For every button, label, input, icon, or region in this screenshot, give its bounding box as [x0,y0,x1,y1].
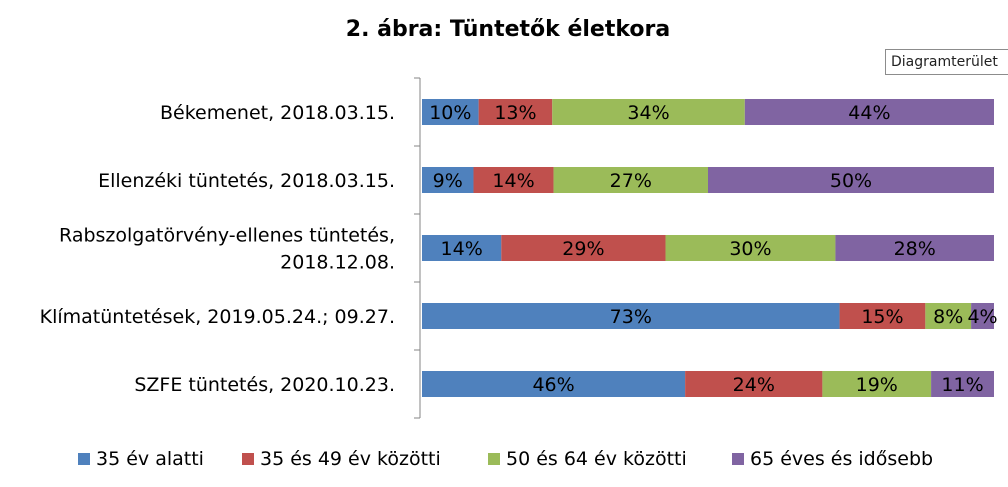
data-label: 14% [441,238,483,260]
data-label: 29% [562,238,604,260]
category-label: Ellenzéki tüntetés, 2018.03.15. [98,170,395,192]
category-label: Klímatüntetések, 2019.05.24.; 09.27. [40,306,395,328]
data-label: 8% [933,306,963,328]
legend-swatch [242,453,254,465]
bar-segment [925,303,972,329]
data-label: 30% [729,238,771,260]
data-label: 11% [941,374,983,396]
bar-segment [422,371,686,397]
data-label: 50% [830,170,872,192]
legend-label: 50 és 64 év közötti [506,448,687,470]
category-label: Rabszolgatörvény-ellenes tüntetés, 2018.1… [59,225,395,274]
data-label: 28% [894,238,936,260]
data-label: 9% [433,170,463,192]
data-label: 14% [492,170,534,192]
data-label: 19% [856,374,898,396]
legend-label: 35 és 49 év közötti [260,448,441,470]
bar-segment [971,303,994,329]
bar-segment [478,99,553,125]
bar-segment [422,167,474,193]
bar-segment [552,99,745,125]
plot-area: 10% 13% 34% 44% 9% 14% 27% 50% 14% 29% 30% 28% 73% 15… [422,99,998,397]
data-label: 24% [733,374,775,396]
legend-label: 35 év alatti [96,448,204,470]
bar-segment [744,99,994,125]
data-label: 73% [610,306,652,328]
legend-label: 65 éves és idősebb [750,448,933,470]
bar-segment [553,167,708,193]
bar-segment [685,371,823,397]
legend: 35 év alatti 35 és 49 év közötti 50 és 64 … [78,448,933,470]
data-label: 27% [610,170,652,192]
data-label: 46% [532,374,574,396]
bar-segment [822,371,932,397]
bar-segment [473,167,554,193]
data-label: 13% [494,102,536,124]
category-label: SZFE tüntetés, 2020.10.23. [134,374,395,396]
data-label: 34% [627,102,669,124]
bar-segment [835,235,994,261]
bar-segment [839,303,926,329]
legend-swatch [732,453,744,465]
legend-swatch [78,453,90,465]
category-label: Békemenet, 2018.03.15. [160,102,395,124]
bar-segment [422,303,840,329]
data-label: 10% [429,102,471,124]
bar-segment [501,235,666,261]
data-label: 44% [848,102,890,124]
bar-segment [665,235,836,261]
bar-segment [931,371,994,397]
legend-swatch [488,453,500,465]
category-axis: Békemenet, 2018.03.15. Ellenzéki tüntetés… [40,77,421,419]
bar-segment [422,235,502,261]
data-label: 15% [861,306,903,328]
bar-segment [422,99,479,125]
data-label: 4% [967,306,997,328]
chart-area-tooltip: Diagramterület [885,49,1008,75]
bar-segment [708,167,994,193]
chart-title: 2. ábra: Tüntetők életkora [346,17,670,42]
